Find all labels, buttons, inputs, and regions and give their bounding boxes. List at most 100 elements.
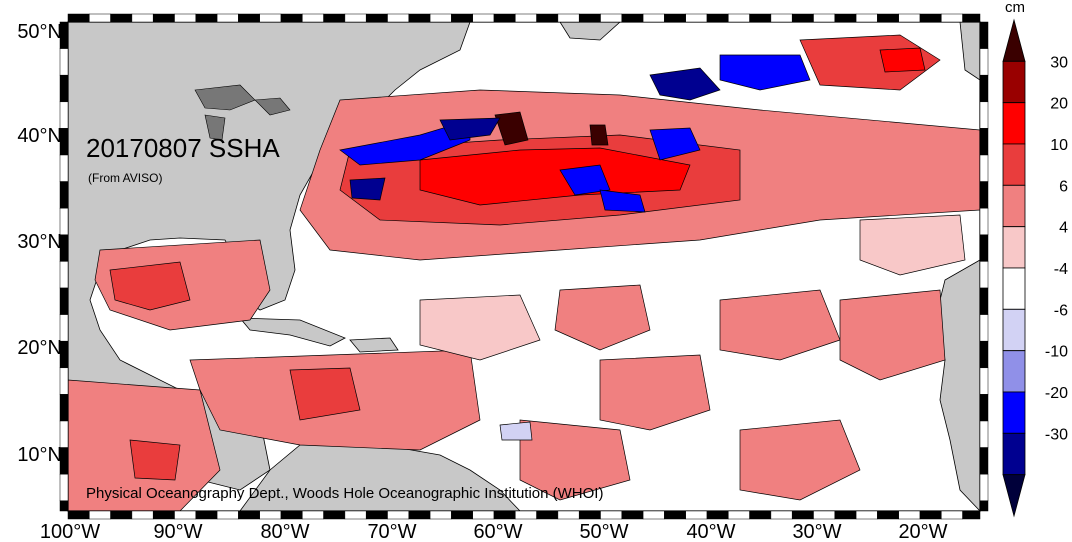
frame-segment	[728, 510, 750, 520]
colorbar-cell	[1002, 432, 1026, 476]
map-subtitle: (From AVISO)	[88, 171, 162, 185]
frame-segment	[429, 13, 452, 23]
colorbar-tick-label: -30	[1045, 426, 1068, 443]
colorbar-cell	[1002, 391, 1026, 434]
lat-label-50n: 50°N	[17, 21, 62, 43]
colorbar-cell	[1002, 267, 1026, 310]
frame-segment	[67, 13, 90, 23]
colorbar-tick-label: 4	[1059, 220, 1068, 237]
lat-label-40n: 40°N	[17, 125, 62, 147]
frame-segment	[195, 13, 218, 23]
frame-segment	[979, 394, 989, 422]
frame-segment	[110, 510, 133, 520]
frame-segment	[834, 510, 857, 520]
frame-segment	[451, 510, 473, 520]
frame-segment	[365, 510, 388, 520]
colorbar-tick-label: -6	[1054, 302, 1068, 319]
frame-segment	[59, 287, 69, 315]
frame-segment	[919, 510, 942, 520]
frame-segment	[749, 13, 772, 23]
frame-segment	[979, 367, 989, 395]
frame-segment	[280, 13, 303, 23]
frame-segment	[979, 473, 989, 502]
lat-label-10n: 10°N	[17, 444, 62, 466]
map-title: 20170807 SSHA	[86, 133, 280, 163]
lon-label-80w: 80°W	[260, 521, 309, 542]
frame-segment	[642, 510, 665, 520]
frame-segment	[174, 510, 197, 520]
frame-segment	[749, 510, 772, 520]
frame-segment	[962, 510, 981, 520]
frame-segment	[791, 13, 814, 23]
frame-segment	[706, 13, 729, 23]
frame-segment	[59, 154, 69, 182]
colorbar-tick-label: -4	[1054, 261, 1068, 278]
frame-segment	[621, 510, 644, 520]
frame-segment	[216, 510, 239, 520]
frame-segment	[578, 510, 601, 520]
frame-segment	[536, 510, 559, 520]
frame-segment	[89, 13, 111, 23]
colorbar-unit: cm	[1005, 0, 1025, 16]
colorbar-cell	[1002, 474, 1026, 518]
frame-segment	[259, 510, 282, 520]
lon-label-60w: 60°W	[473, 521, 522, 542]
great-lakes	[194, 84, 291, 141]
frame-segment	[877, 13, 899, 23]
land-south-america	[239, 439, 521, 511]
lon-label-70w: 70°W	[367, 521, 416, 542]
frame-segment	[877, 510, 899, 520]
frame-segment	[979, 128, 989, 156]
frame-segment	[664, 13, 686, 23]
frame-segment	[979, 340, 989, 369]
frame-segment	[685, 510, 708, 520]
frame-segment	[259, 13, 282, 23]
frame-segment	[979, 234, 989, 262]
land-hispaniola	[349, 337, 399, 353]
frame-segment	[152, 510, 175, 520]
credit-text: Physical Oceanography Dept., Woods Hole …	[86, 485, 603, 502]
frame-segment	[451, 13, 473, 23]
frame-segment	[59, 394, 69, 422]
longitude-labels: 100°W 90°W 80°W 70°W 60°W 50°W 40°W 30°W…	[40, 521, 948, 542]
frame-segment	[979, 314, 989, 342]
frame-segment	[898, 510, 921, 520]
frame-segment	[578, 13, 601, 23]
frame-segment	[979, 207, 989, 236]
colorbar-tick-labels: 30 20 10 6 4 -4 -6 -10 -20 -30	[1045, 54, 1068, 443]
colorbar-cell	[1002, 18, 1026, 62]
frame-segment	[791, 510, 814, 520]
frame-segment	[813, 13, 836, 23]
frame-segment	[898, 13, 921, 23]
frame-segment	[89, 510, 111, 520]
frame-segment	[238, 13, 260, 23]
frame-segment	[855, 13, 878, 23]
frame-segment	[387, 510, 410, 520]
frame-segment	[174, 13, 197, 23]
frame-segment	[855, 510, 878, 520]
colorbar-tick-label: 20	[1050, 96, 1068, 113]
colorbar-cell	[1002, 102, 1026, 145]
frame-segment	[302, 510, 324, 520]
colorbar-cell	[1002, 143, 1026, 186]
latitude-labels: 50°N 40°N 30°N 20°N 10°N	[17, 21, 62, 466]
land-cuba	[239, 317, 346, 347]
frame-segment	[557, 13, 580, 23]
frame-segment	[59, 473, 69, 502]
frame-segment	[67, 510, 90, 520]
frame-segment	[365, 13, 388, 23]
lon-label-30w: 30°W	[792, 521, 841, 542]
frame-segment	[979, 420, 989, 448]
frame-segment	[302, 13, 324, 23]
frame-segment	[962, 13, 981, 23]
frame-segment	[131, 13, 154, 23]
frame-segment	[59, 261, 69, 289]
frame-segment	[770, 510, 793, 520]
colorbar-tick-label: -10	[1045, 344, 1068, 361]
frame-segment	[344, 510, 367, 520]
frame-segment	[621, 13, 644, 23]
frame-segment	[979, 154, 989, 182]
frame-segment	[706, 510, 729, 520]
frame-segment	[408, 13, 431, 23]
